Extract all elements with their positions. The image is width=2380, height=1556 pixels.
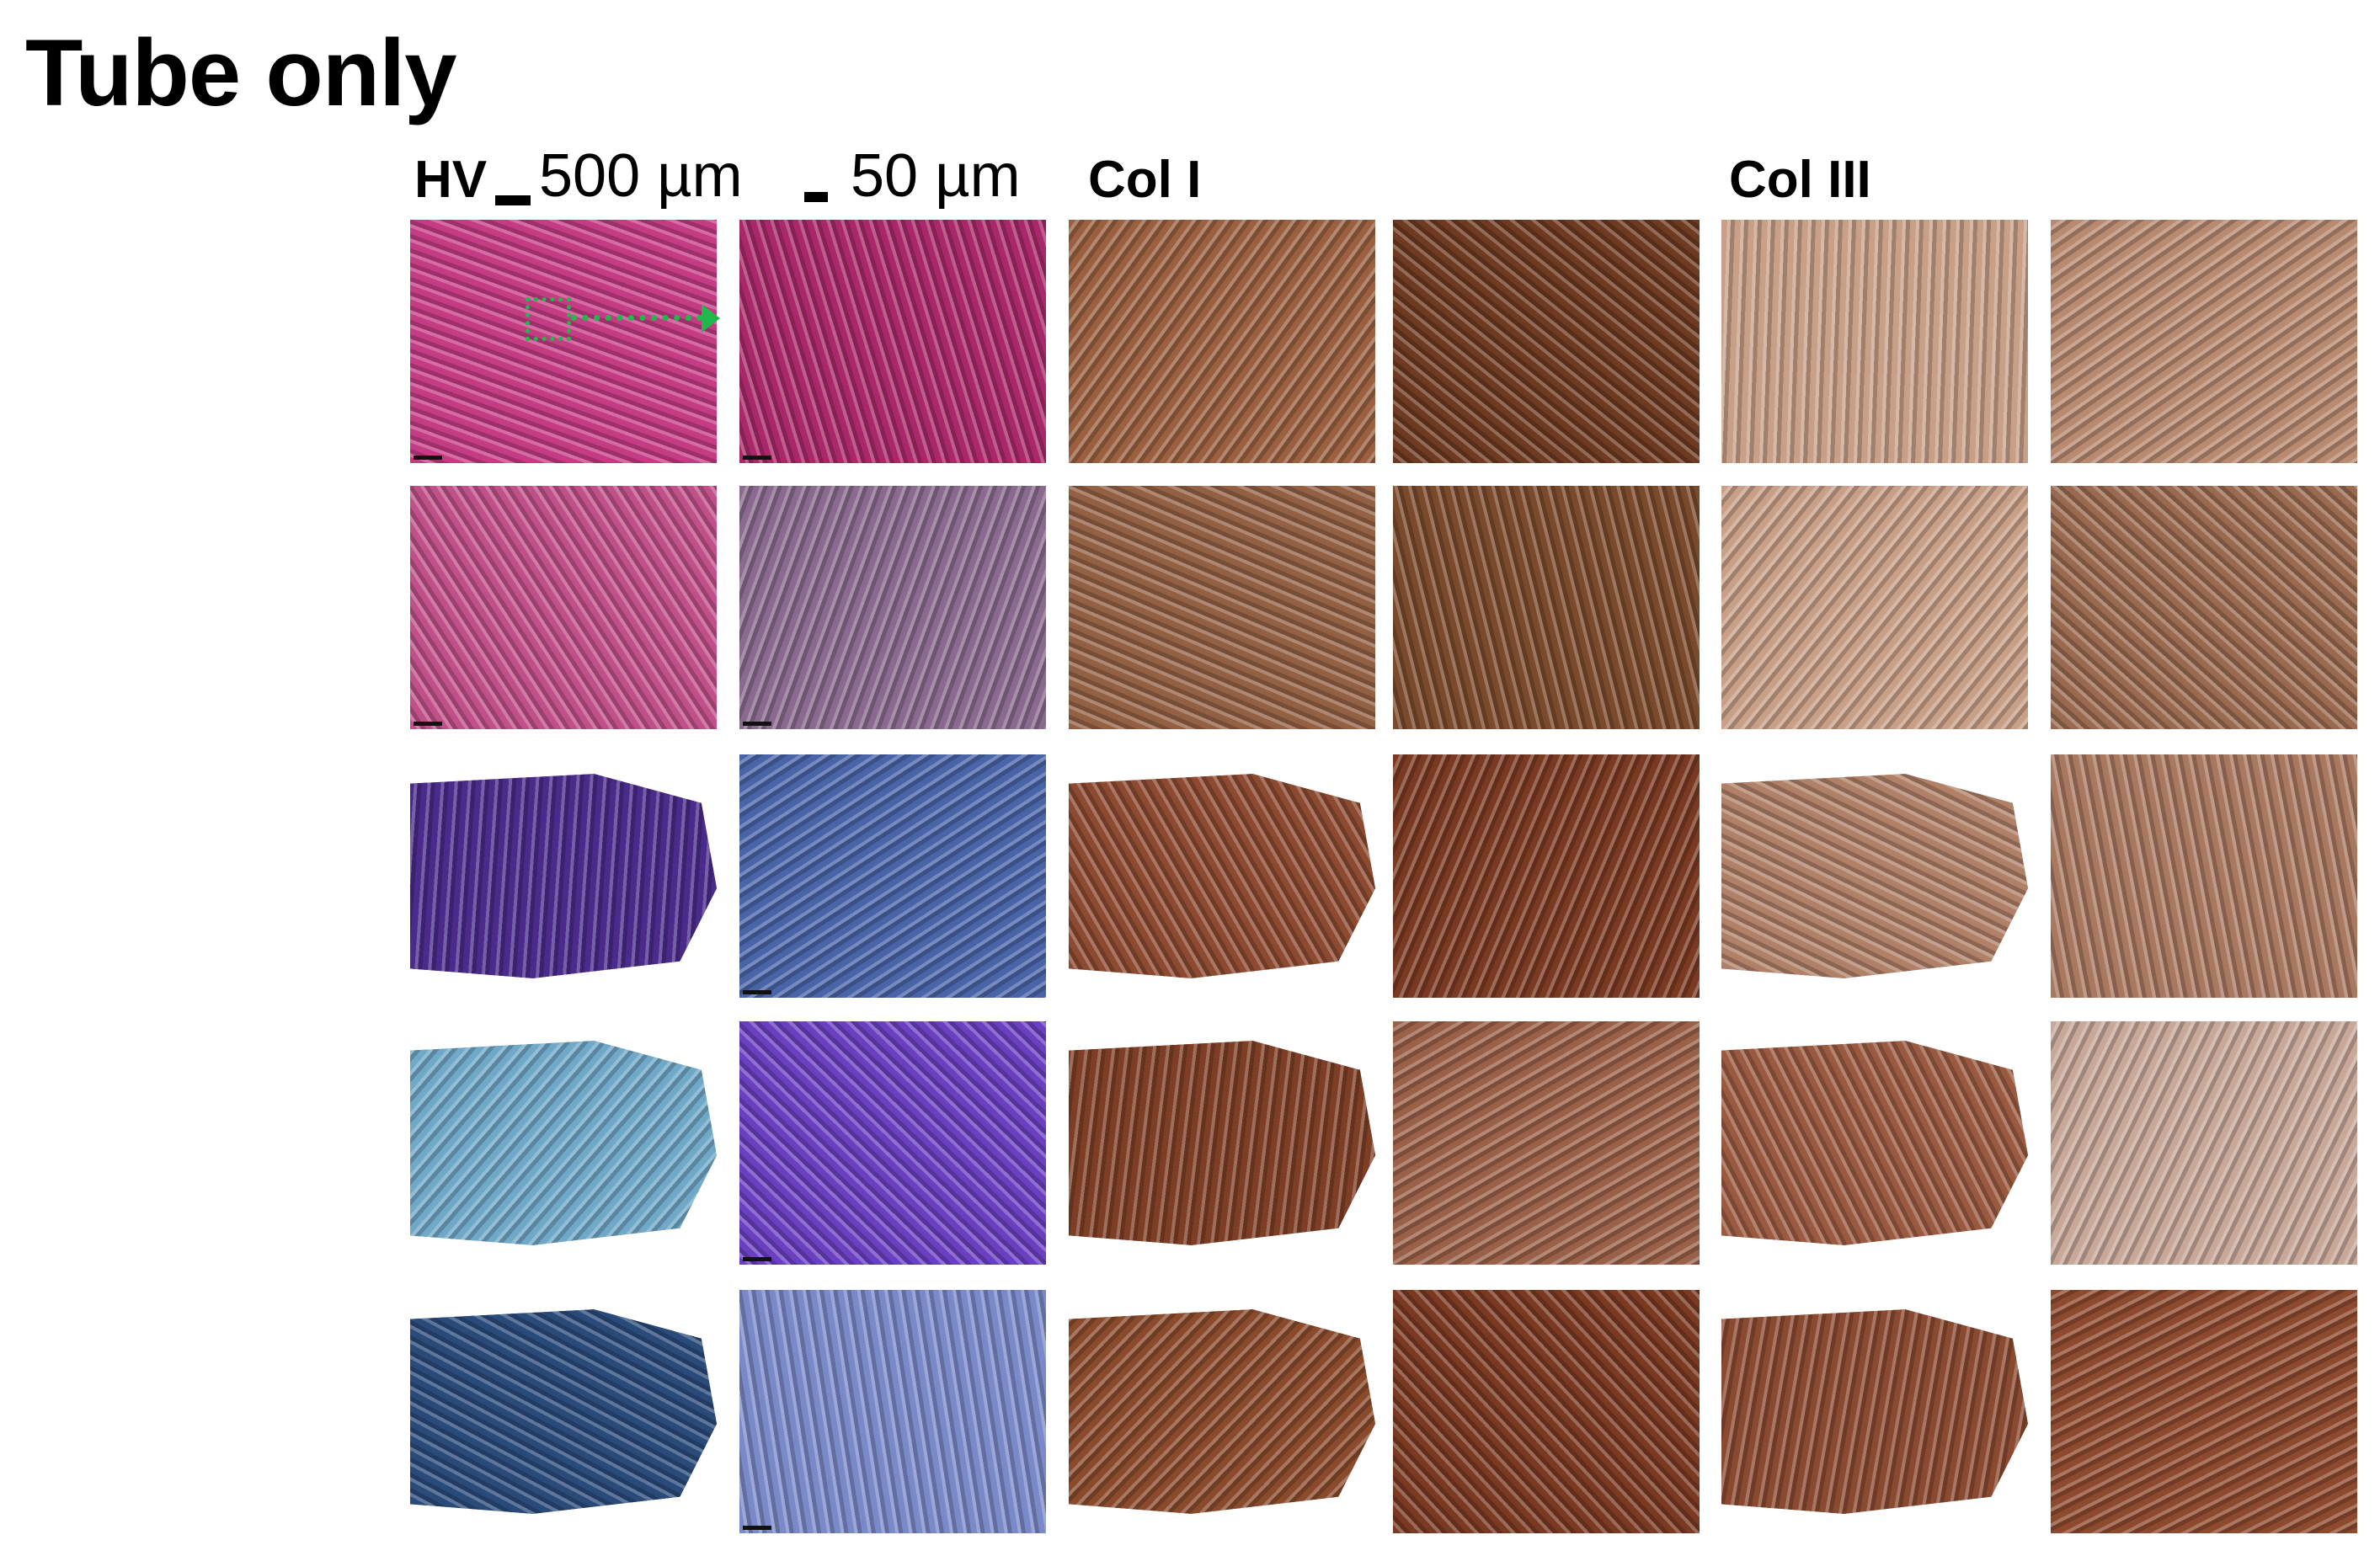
histology-image-row3-col-i-low-mag bbox=[1069, 774, 1375, 978]
histology-image-row1-col-i-high-mag bbox=[1393, 220, 1700, 463]
scale-bar bbox=[743, 990, 771, 994]
scale-bar bbox=[414, 1257, 442, 1261]
scale-bar bbox=[414, 456, 442, 460]
histology-image-row1-hv-high-mag bbox=[739, 220, 1046, 463]
histology-image-row5-hv-high-mag bbox=[739, 1290, 1046, 1533]
arrowhead-icon bbox=[702, 304, 720, 333]
scale-bar bbox=[743, 1257, 771, 1261]
histology-image-row4-col-iii-low-mag bbox=[1721, 1041, 2028, 1245]
scale-bar bbox=[743, 456, 771, 460]
histology-image-row5-col-iii-low-mag bbox=[1721, 1309, 2028, 1514]
histology-image-row4-col-i-high-mag bbox=[1393, 1021, 1700, 1265]
scale-bar bbox=[414, 990, 442, 994]
scale-bar bbox=[743, 722, 771, 726]
histology-image-row5-hv-low-mag bbox=[410, 1309, 717, 1530]
histology-image-row5-col-iii-high-mag bbox=[2051, 1290, 2357, 1533]
histology-image-row1-col-iii-low-mag bbox=[1721, 220, 2028, 463]
scale-bar bbox=[414, 722, 442, 726]
scale-bar bbox=[414, 1526, 442, 1530]
histology-image-row1-hv-low-mag bbox=[410, 220, 720, 463]
histology-image-row1-col-i-low-mag bbox=[1069, 220, 1375, 463]
histology-image-row2-hv-low-mag bbox=[410, 486, 717, 729]
histology-image-row3-hv-low-mag bbox=[410, 774, 717, 994]
histology-image-row4-hv-low-mag bbox=[410, 1041, 717, 1261]
histology-image-row4-col-iii-high-mag bbox=[2051, 1021, 2357, 1265]
header-scale-50um: 50 µm bbox=[851, 142, 1021, 210]
scale-bar bbox=[743, 1526, 771, 1530]
header-scale-500um: 500 µm bbox=[539, 142, 743, 210]
histology-image-row2-col-iii-high-mag bbox=[2051, 486, 2357, 729]
region-of-interest-box bbox=[526, 297, 571, 341]
histology-image-row2-col-iii-low-mag bbox=[1721, 486, 2028, 729]
header-col-iii: Col III bbox=[1729, 151, 1871, 209]
scale-bar-low-mag bbox=[495, 195, 531, 205]
histology-image-row3-col-i-high-mag bbox=[1393, 754, 1700, 998]
histology-image-row3-hv-high-mag bbox=[739, 754, 1046, 998]
histology-image-row3-col-iii-high-mag bbox=[2051, 754, 2357, 998]
histology-image-row2-col-i-high-mag bbox=[1393, 486, 1700, 729]
histology-image-row1-col-iii-high-mag bbox=[2051, 220, 2357, 463]
histology-image-row4-hv-high-mag bbox=[739, 1021, 1046, 1265]
histology-image-row4-col-i-low-mag bbox=[1069, 1041, 1375, 1245]
zoom-arrow bbox=[571, 315, 714, 321]
header-col-i: Col I bbox=[1088, 151, 1202, 209]
histology-image-row3-col-iii-low-mag bbox=[1721, 774, 2028, 978]
histology-image-row5-col-i-low-mag bbox=[1069, 1309, 1375, 1514]
histology-image-row5-col-i-high-mag bbox=[1393, 1290, 1700, 1533]
figure-title: Tube only bbox=[25, 20, 457, 125]
histology-image-row2-col-i-low-mag bbox=[1069, 486, 1375, 729]
histology-image-row2-hv-high-mag bbox=[739, 486, 1046, 729]
header-hv: HV bbox=[414, 151, 488, 209]
scale-bar-high-mag bbox=[804, 192, 828, 202]
